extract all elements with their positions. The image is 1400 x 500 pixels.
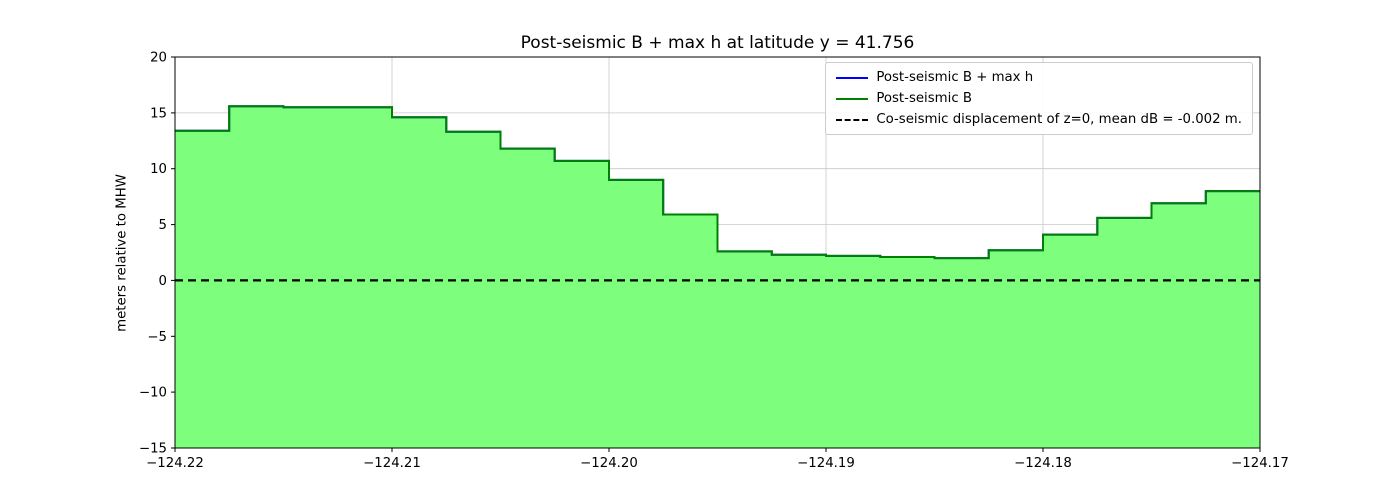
legend: Post-seismic B + max h Post-seismic B Co…: [825, 62, 1253, 135]
legend-entry-b: Post-seismic B: [836, 91, 1242, 106]
legend-line-blue-icon: [836, 76, 869, 79]
svg-text:−124.19: −124.19: [797, 456, 855, 471]
svg-text:−124.18: −124.18: [1014, 456, 1072, 471]
y-axis-label: meters relative to MHW: [114, 174, 130, 332]
svg-text:−124.21: −124.21: [363, 456, 421, 471]
legend-entry-coseismic: Co-seismic displacement of z=0, mean dB …: [836, 112, 1242, 127]
legend-label: Co-seismic displacement of z=0, mean dB …: [876, 112, 1242, 127]
chart-title: Post-seismic B + max h at latitude y = 4…: [520, 33, 915, 53]
svg-text:0: 0: [159, 274, 167, 289]
legend-entry-b-plus-maxh: Post-seismic B + max h: [836, 70, 1242, 85]
svg-text:−124.22: −124.22: [146, 456, 204, 471]
svg-text:10: 10: [150, 162, 167, 177]
svg-text:−5: −5: [147, 330, 167, 345]
legend-label: Post-seismic B: [876, 91, 972, 106]
svg-text:−10: −10: [139, 386, 167, 401]
legend-line-dashed-icon: [836, 118, 869, 121]
legend-label: Post-seismic B + max h: [876, 70, 1034, 85]
svg-text:−124.17: −124.17: [1231, 456, 1289, 471]
svg-text:−15: −15: [139, 442, 167, 457]
svg-text:−124.20: −124.20: [580, 456, 638, 471]
legend-line-green-icon: [836, 97, 869, 100]
svg-text:20: 20: [150, 51, 167, 66]
svg-text:15: 15: [150, 106, 167, 121]
svg-text:5: 5: [159, 218, 167, 233]
